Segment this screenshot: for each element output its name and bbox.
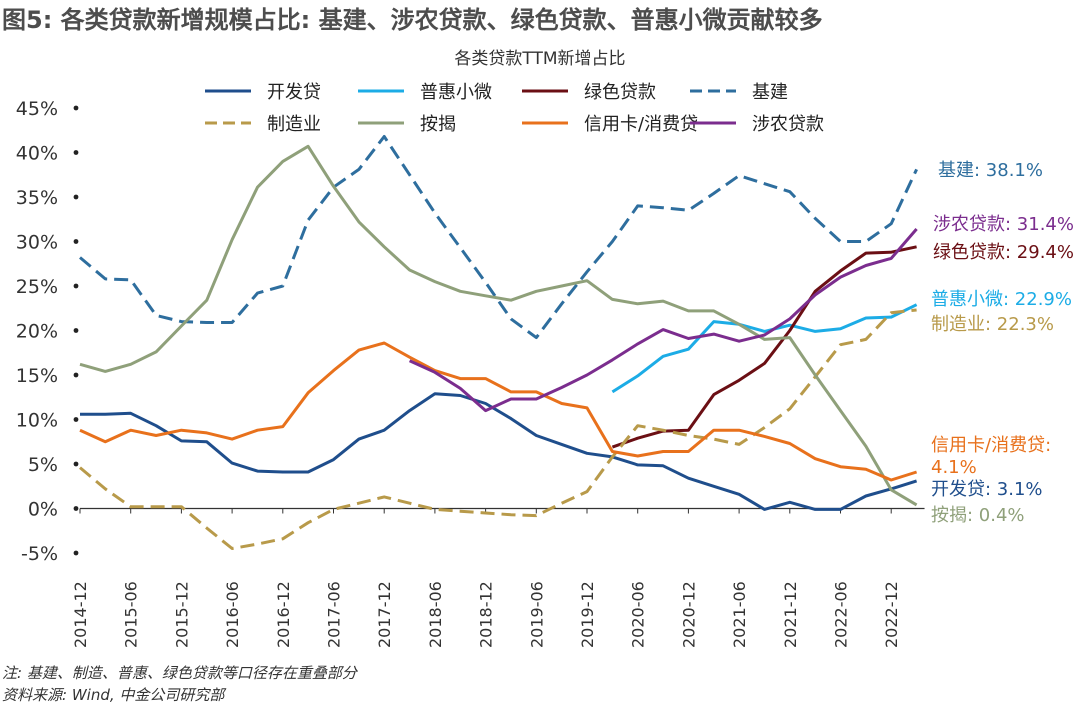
end-label: 涉农贷款: 31.4% <box>933 214 1074 235</box>
y-tick-mark <box>73 283 79 289</box>
end-label: 绿色贷款: 29.4% <box>933 242 1074 263</box>
y-tick-label: 25% <box>16 276 58 298</box>
x-tick-label: 2021-12 <box>781 581 800 648</box>
x-tick-label: 2016-12 <box>274 581 293 648</box>
series-line-3 <box>611 245 917 449</box>
end-label: 按揭: 0.4% <box>931 505 1025 526</box>
x-tick-label: 2017-06 <box>325 581 344 648</box>
y-tick-mark <box>73 461 79 467</box>
chart-title: 图5: 各类贷款新增规模占比: 基建、涉农贷款、绿色贷款、普惠小微贡献较多 <box>2 6 823 34</box>
y-tick-label: 30% <box>16 232 58 254</box>
x-tick-label: 2014-12 <box>71 581 90 648</box>
legend-label: 开发贷 <box>267 82 321 103</box>
end-label: 基建: 38.1% <box>938 160 1043 181</box>
series-line-1 <box>80 392 918 511</box>
x-tick-label: 2015-06 <box>122 581 141 648</box>
legend-label: 绿色贷款 <box>584 82 656 103</box>
y-tick-mark <box>73 372 79 378</box>
end-label: 4.1% <box>931 457 977 478</box>
y-tick-mark <box>73 328 79 333</box>
y-tick-mark <box>73 506 79 511</box>
legend-label: 基建 <box>752 82 788 103</box>
end-label: 开发贷: 3.1% <box>931 479 1043 500</box>
legend-label: 普惠小微 <box>420 82 492 103</box>
x-tick-label: 2015-12 <box>172 581 191 648</box>
x-tick-label: 2020-12 <box>679 581 698 648</box>
x-tick-label: 2016-06 <box>223 581 242 648</box>
y-tick-mark <box>73 194 79 200</box>
end-label: 普惠小微: 22.9% <box>931 289 1072 310</box>
legend-label: 涉农贷款 <box>752 114 824 135</box>
x-tick-label: 2022-12 <box>882 581 901 648</box>
footnote: 注: 基建、制造、普惠、绿色贷款等口径存在重叠部分 <box>2 664 357 682</box>
series-line-5 <box>79 308 917 550</box>
series-line-6 <box>79 144 918 507</box>
legend-label: 信用卡/消费贷 <box>584 114 698 135</box>
y-tick-mark <box>73 239 79 244</box>
y-tick-label: 10% <box>16 410 58 432</box>
y-tick-mark <box>73 150 79 155</box>
y-tick-mark <box>73 105 79 111</box>
y-tick-label: 20% <box>16 321 58 343</box>
legend-label: 制造业 <box>267 114 321 135</box>
x-tick-label: 2019-06 <box>527 581 546 648</box>
series-line-7 <box>79 341 918 482</box>
series-line-4 <box>79 135 918 340</box>
y-tick-mark <box>73 550 79 556</box>
chart-subtitle: 各类贷款TTM新增占比 <box>454 49 626 69</box>
y-tick-label: 15% <box>16 365 58 387</box>
source-note: 资料来源: Wind, 中金公司研究部 <box>2 686 225 704</box>
y-tick-label: 5% <box>28 454 58 476</box>
series-line-8 <box>408 228 918 413</box>
legend-label: 按揭 <box>420 114 456 135</box>
x-tick-label: 2018-06 <box>426 581 445 648</box>
series-line-2 <box>611 303 918 394</box>
y-tick-mark <box>73 417 79 422</box>
x-tick-label: 2017-12 <box>375 581 394 648</box>
x-tick-label: 2019-12 <box>578 581 597 648</box>
y-tick-label: 0% <box>28 499 58 521</box>
x-tick-label: 2020-06 <box>629 581 648 648</box>
y-tick-label: 35% <box>16 187 58 209</box>
end-label: 信用卡/消费贷: <box>931 435 1051 456</box>
end-label: 制造业: 22.3% <box>931 314 1054 335</box>
x-tick-label: 2018-12 <box>477 581 496 648</box>
y-tick-label: -5% <box>21 543 58 565</box>
y-tick-label: 45% <box>16 98 58 120</box>
x-tick-label: 2021-06 <box>730 581 749 648</box>
x-tick-label: 2022-06 <box>832 581 851 648</box>
y-tick-label: 40% <box>16 143 58 165</box>
